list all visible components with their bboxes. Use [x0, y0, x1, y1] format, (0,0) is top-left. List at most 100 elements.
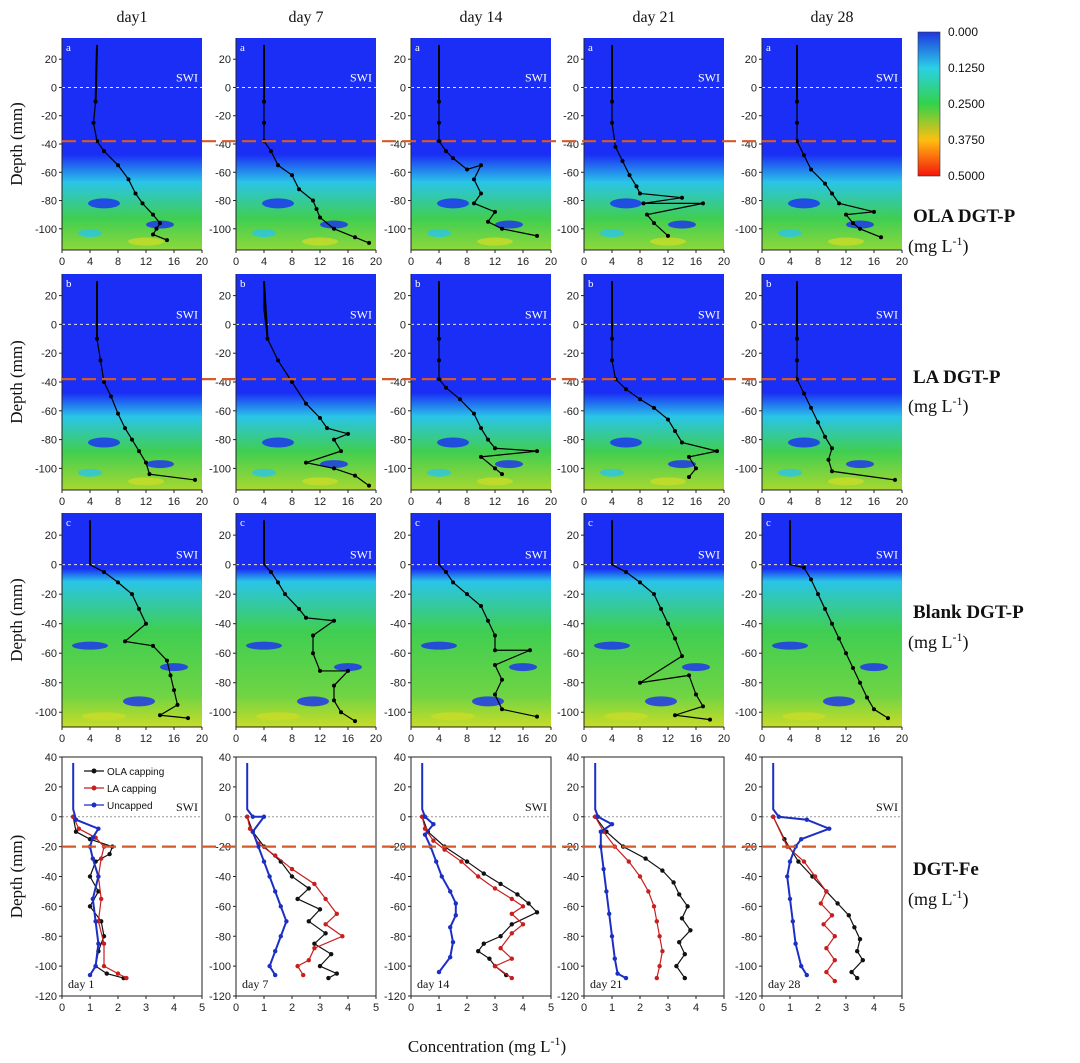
profile-point [680, 195, 684, 200]
series-point [481, 871, 486, 876]
series-point [442, 847, 447, 852]
swi-label: SWI [350, 548, 372, 562]
x-tick-label: 4 [520, 1002, 526, 1014]
series-point [623, 975, 629, 981]
series-point [76, 826, 82, 831]
series-point [660, 948, 665, 954]
x-tick-label: 0 [581, 733, 587, 745]
series-point [422, 826, 428, 831]
series-point [99, 856, 104, 861]
series-point [855, 948, 860, 954]
heatmap-background [62, 38, 202, 250]
x-tick-label: 1 [87, 1002, 93, 1014]
profile-point [458, 397, 462, 402]
profile-point [102, 570, 106, 575]
series-point [312, 881, 317, 887]
profile-point [535, 714, 539, 719]
x-tick-label: 1 [609, 1002, 615, 1014]
profile-point [444, 570, 448, 575]
y-tick-label: 40 [567, 752, 579, 764]
plot-frame [235, 756, 377, 997]
y-tick-label: -20 [390, 842, 406, 854]
profile-line [438, 520, 538, 718]
profile-point [479, 603, 483, 608]
heatmap-patch [509, 663, 537, 672]
x-tick-label: 12 [840, 256, 852, 268]
heatmap-patch [146, 460, 174, 469]
series-point [852, 925, 857, 930]
series-line-la-capping [421, 816, 525, 979]
series-point [804, 972, 809, 978]
y-axis-title: Depth (mm) [7, 835, 26, 919]
y-tick-label: 0 [225, 319, 231, 331]
profile-point [297, 187, 301, 192]
profile-point [837, 636, 841, 641]
x-axis-title: Concentration (mg L-1) [408, 1034, 566, 1056]
x-tick-label: 0 [581, 256, 587, 268]
series-point [245, 814, 250, 819]
profile-point [708, 717, 712, 722]
profile-point [680, 440, 684, 445]
profile-point [493, 209, 497, 214]
heatmap-patch [262, 437, 294, 448]
x-tick-label: 0 [759, 256, 765, 268]
x-tick-label: 8 [289, 733, 295, 745]
profile-point [652, 405, 656, 410]
y-tick-label: -80 [215, 931, 231, 943]
profile-point [694, 692, 698, 697]
series-point [273, 948, 278, 954]
panel-a-1: SWI a 20 0 -20 -40 -60 -80 -100 0 4 8 12 16 20 [35, 38, 208, 268]
y-tick-label: -120 [557, 991, 579, 1003]
profile-point [472, 177, 476, 182]
y-tick-label: -20 [563, 348, 579, 360]
y-tick-label: -120 [735, 991, 757, 1003]
x-tick-label: 8 [464, 256, 470, 268]
panel-letter: b [766, 278, 772, 290]
series-point [256, 844, 261, 849]
swi-label: SWI [350, 70, 372, 84]
heatmap-patch [437, 437, 469, 448]
series-point [679, 916, 685, 921]
swi-label: SWI [525, 307, 547, 321]
y-tick-label: -100 [209, 961, 231, 973]
y-tick-label: -80 [741, 435, 757, 447]
legend-marker [91, 768, 97, 774]
profile-point [687, 673, 691, 678]
profile-point [276, 358, 280, 363]
series-point [306, 957, 311, 963]
x-tick-label: 3 [492, 1002, 498, 1014]
series-point [476, 948, 481, 954]
heatmap-patch [600, 229, 624, 238]
profile-line [89, 520, 189, 719]
profile-overlying [94, 45, 98, 102]
profile-point [304, 401, 308, 406]
heatmap-patch [302, 237, 338, 246]
panel-letter: c [766, 517, 771, 529]
series-point [785, 874, 790, 879]
series-point [334, 911, 339, 917]
series-point [439, 874, 444, 879]
x-tick-label: 1 [436, 1002, 442, 1014]
profile-point [151, 232, 155, 237]
x-tick-label: 8 [464, 496, 470, 508]
profile-point [823, 181, 827, 186]
heatmap-patch [477, 477, 513, 486]
x-tick-label: 12 [489, 733, 501, 745]
series-point [448, 889, 453, 894]
series-point [481, 941, 486, 946]
profile-point [332, 698, 336, 703]
series-line-uncapped [594, 762, 627, 979]
x-tick-label: 8 [464, 733, 470, 745]
y-tick-label: -20 [215, 589, 231, 601]
x-tick-label: 4 [787, 496, 793, 508]
x-tick-label: 16 [517, 733, 529, 745]
y-tick-label: -120 [209, 991, 231, 1003]
swi-label: SWI [876, 800, 898, 814]
profile-point [332, 618, 336, 623]
plot-frame [761, 756, 903, 997]
series-point [124, 975, 129, 981]
profile-point [858, 680, 862, 685]
series-point [855, 975, 860, 981]
